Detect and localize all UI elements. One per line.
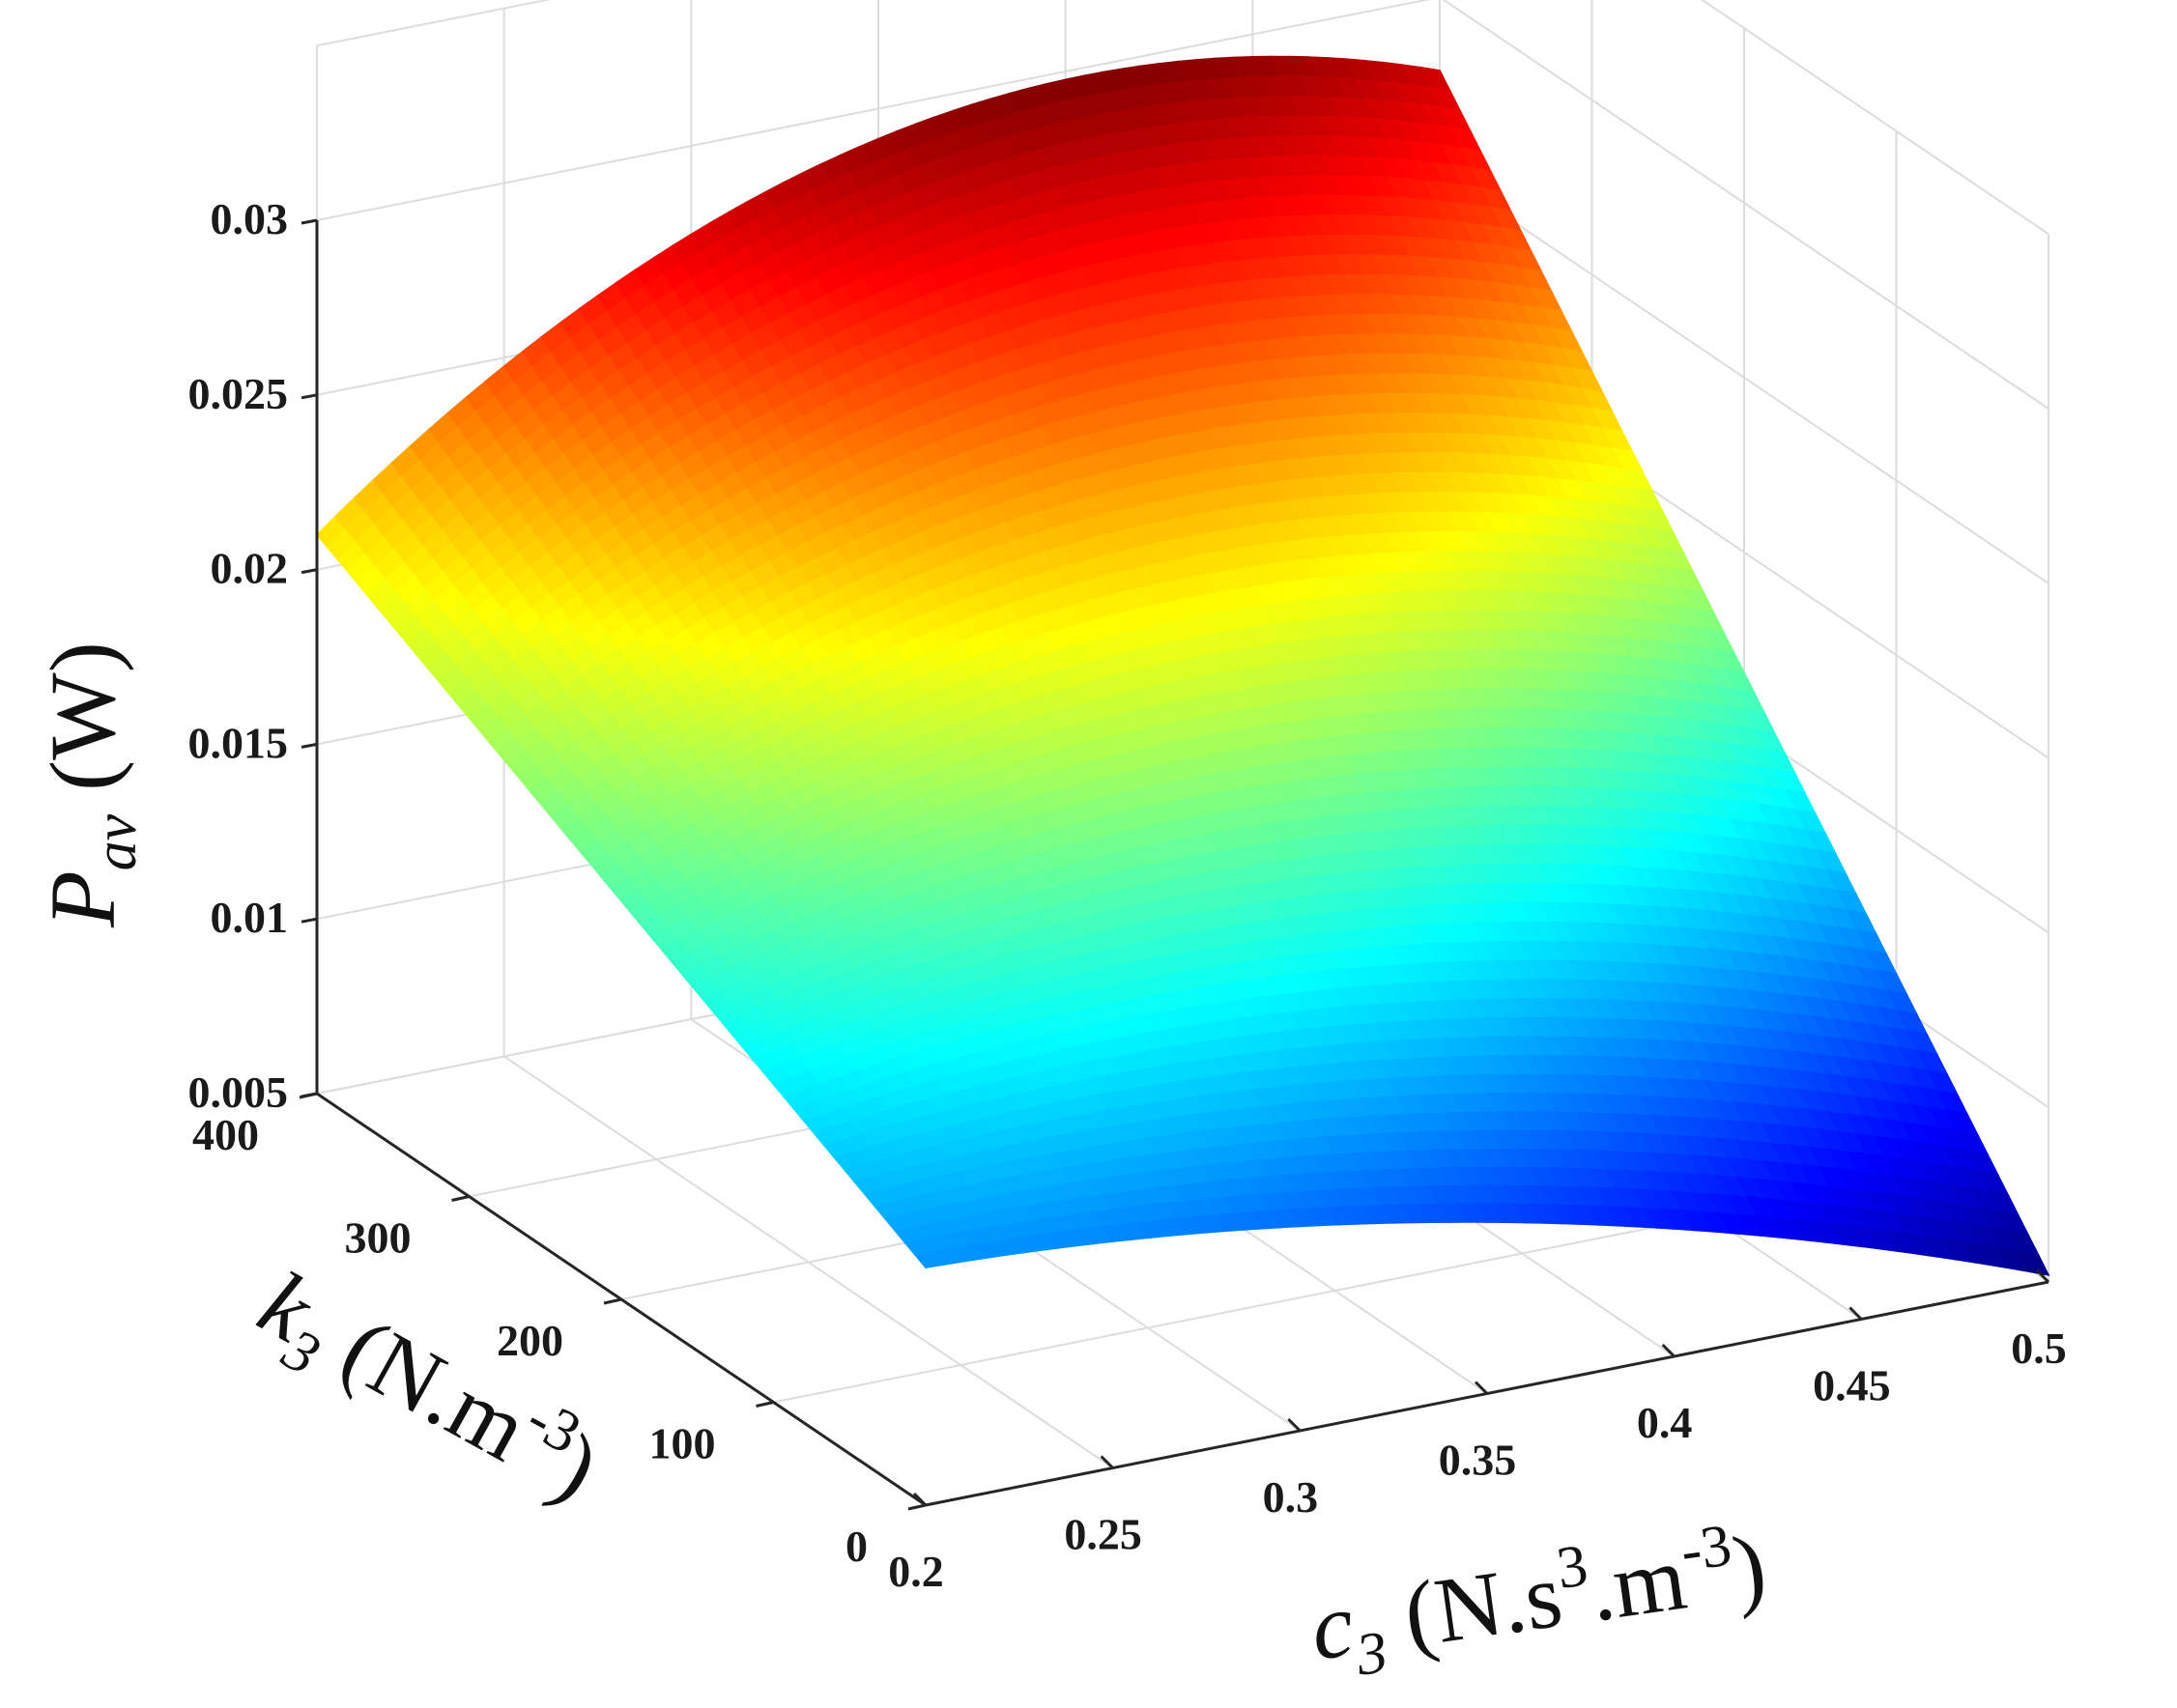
y-tick-label: 200 [497, 1316, 563, 1365]
z-tick-label: 0.02 [211, 544, 289, 593]
grid-line [316, 0, 2049, 410]
z-tick-label: 0.025 [188, 369, 289, 418]
z-tick-mark [301, 393, 318, 400]
z-tick-label: 0.015 [188, 718, 289, 767]
z-tick-label: 0.005 [188, 1068, 289, 1117]
x-axis-label: c3 (N.s3.m-3) [1303, 1508, 1774, 1694]
x-tick-label: 0.2 [888, 1547, 944, 1596]
x-tick-mark [912, 1492, 928, 1507]
surface-plot [315, 55, 2050, 1276]
x-tick-label: 0.4 [1637, 1398, 1693, 1447]
y-tick-mark [603, 1297, 622, 1305]
tick-labels: 0.005 0.01 0.015 0.02 0.025 0.03 0 100 200 300 400… [188, 194, 2067, 1596]
y-tick-label: 100 [649, 1419, 716, 1468]
y-tick-mark [451, 1195, 470, 1202]
x-tick-mark [1100, 1455, 1114, 1469]
z-tick-label: 0.01 [211, 893, 289, 942]
axes-lines [299, 218, 2050, 1511]
y-tick-label: 0 [845, 1522, 868, 1571]
grid-line [316, 0, 2049, 236]
x-tick-label: 0.25 [1064, 1510, 1142, 1559]
z-tick-mark [301, 218, 318, 225]
x-tick-label: 0.45 [1813, 1361, 1891, 1410]
x-tick-mark [1287, 1417, 1302, 1433]
y-tick-mark [907, 1503, 927, 1511]
y-tick-label: 300 [345, 1213, 412, 1263]
x-tick-mark [2035, 1268, 2050, 1284]
x-tick-mark [1661, 1343, 1676, 1358]
y-tick-label: 400 [192, 1110, 259, 1159]
z-tick-mark [301, 742, 318, 749]
z-tick-mark [301, 917, 318, 924]
z-tick-mark [301, 568, 318, 575]
y-tick-mark [299, 1092, 318, 1099]
x-tick-label: 0.5 [2011, 1324, 2067, 1373]
x-tick-label: 0.3 [1263, 1472, 1319, 1522]
x-tick-mark [1848, 1306, 1863, 1321]
x-tick-mark [1474, 1381, 1489, 1395]
z-tick-label: 0.03 [211, 194, 289, 243]
y-axis-label: k3 (N.m-3) [237, 1246, 618, 1533]
z-axis-label: Pav (W) [31, 641, 149, 928]
y-tick-mark [756, 1401, 774, 1408]
x-tick-label: 0.35 [1439, 1436, 1517, 1485]
